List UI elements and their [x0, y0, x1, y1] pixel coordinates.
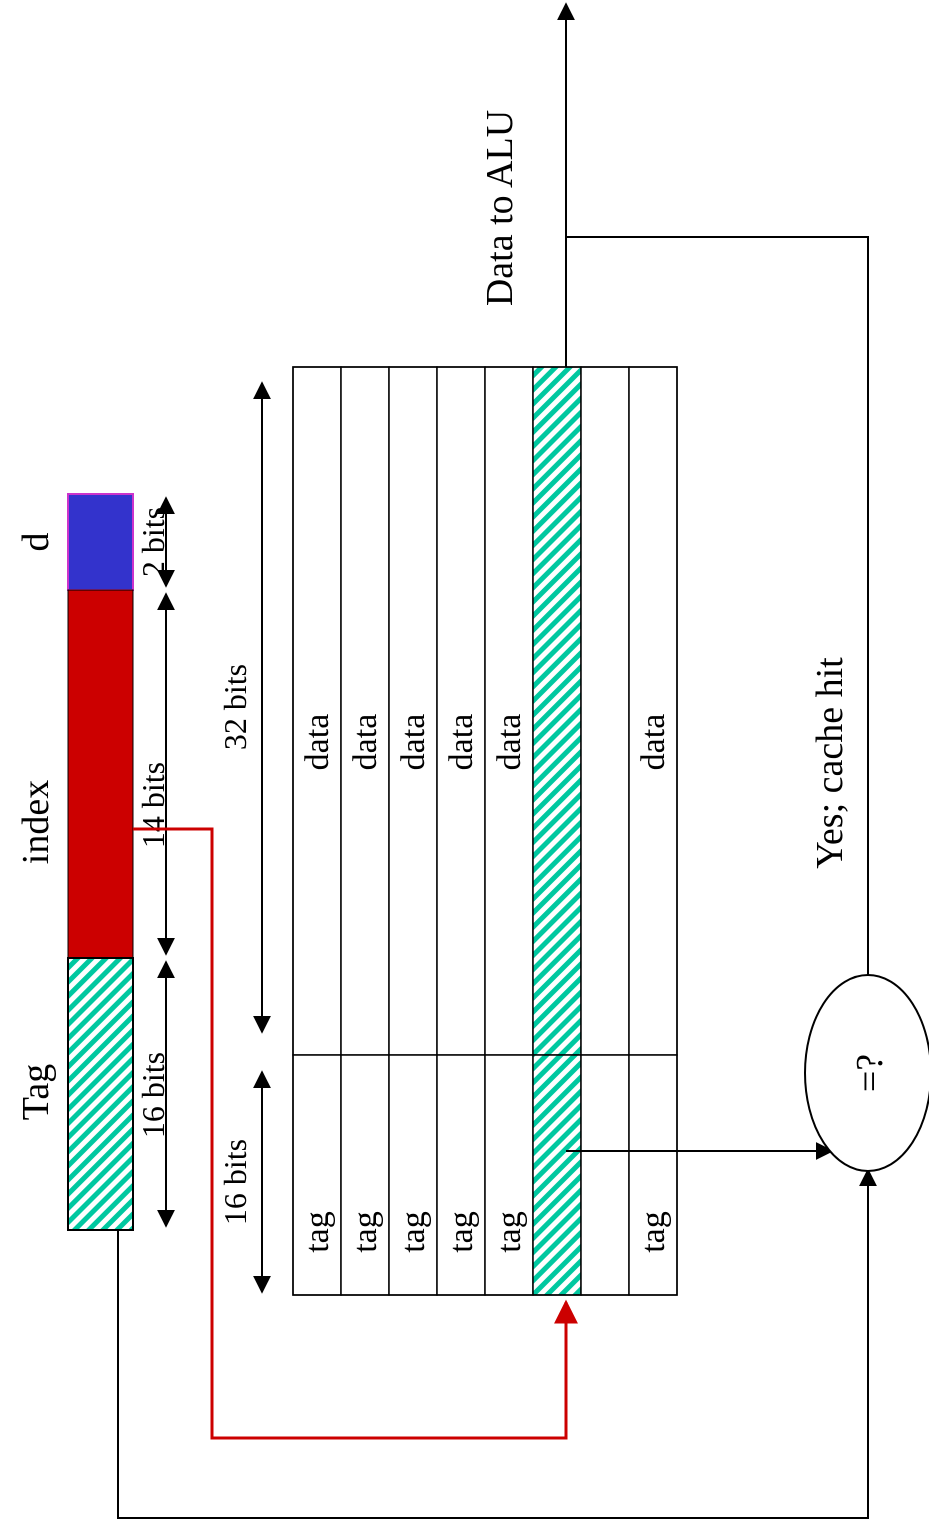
tag-cell — [293, 1055, 341, 1295]
tag-cell-label: tag — [443, 1211, 480, 1253]
offset-field-label: d — [15, 533, 57, 552]
cache-line: data tag — [485, 367, 533, 1295]
data-out-label: Data to ALU — [479, 110, 521, 306]
cache-line — [533, 367, 581, 1295]
tag-cell-label: tag — [491, 1211, 528, 1253]
tag-size-label: 16 bits — [135, 1052, 171, 1138]
offset-size-label: 2 bits — [135, 507, 171, 577]
cache-table: data tag data tag data tag data tag data tag data t… — [293, 367, 677, 1295]
cache-line: data tag — [293, 367, 341, 1295]
data-cell-label: data — [443, 714, 480, 771]
tag-width-label: 16 bits — [217, 1139, 253, 1225]
data-cell — [389, 367, 437, 1055]
index-size-label: 14 bits — [135, 762, 171, 848]
tag-cell — [581, 1055, 629, 1295]
data-cell — [581, 367, 629, 1055]
tag-cell-label: tag — [299, 1211, 336, 1253]
offset-field — [68, 494, 133, 590]
data-cell-label: data — [299, 714, 336, 771]
data-cell — [533, 367, 581, 1055]
cache-line: data tag — [389, 367, 437, 1295]
tag-field — [68, 958, 133, 1230]
tag-cell — [533, 1055, 581, 1295]
tag-cell-label: tag — [395, 1211, 432, 1253]
data-cell — [437, 367, 485, 1055]
cache-line: data tag — [341, 367, 389, 1295]
data-cell — [485, 367, 533, 1055]
tag-cell — [341, 1055, 389, 1295]
cache-line: data tag — [629, 367, 677, 1295]
index-field — [68, 590, 133, 958]
data-cell-label: data — [347, 714, 384, 771]
data-cell-label: data — [635, 714, 672, 771]
tag-cell-label: tag — [347, 1211, 384, 1253]
data-cell — [293, 367, 341, 1055]
data-width-label: 32 bits — [217, 664, 253, 750]
tag-cell — [389, 1055, 437, 1295]
data-cell — [341, 367, 389, 1055]
data-cell — [629, 367, 677, 1055]
data-cell-label: data — [395, 714, 432, 771]
address-register — [68, 494, 133, 1230]
index-field-label: index — [15, 780, 57, 864]
comparator-label: =? — [849, 1054, 891, 1092]
hit-label: Yes; cache hit — [809, 657, 851, 869]
data-cell-label: data — [491, 714, 528, 771]
cache-line: data tag — [437, 367, 485, 1295]
tag-field-label: Tag — [15, 1064, 57, 1120]
tag-cell — [629, 1055, 677, 1295]
cache-line — [581, 367, 629, 1295]
tag-cell — [437, 1055, 485, 1295]
tag-cell-label: tag — [635, 1211, 672, 1253]
tag-cell — [485, 1055, 533, 1295]
